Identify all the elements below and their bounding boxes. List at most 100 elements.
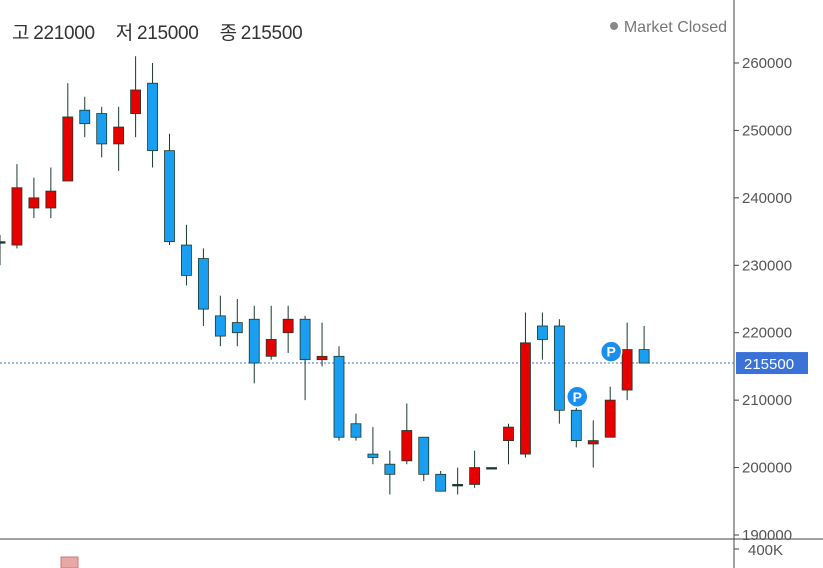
candle[interactable]	[537, 312, 548, 360]
candle-body	[164, 150, 175, 243]
candle[interactable]	[181, 224, 192, 286]
candle-body	[503, 426, 514, 442]
candle-body	[147, 82, 158, 152]
y-tick-label: 220000	[742, 325, 792, 342]
candle[interactable]	[604, 386, 616, 438]
candle-body	[418, 436, 430, 475]
candle[interactable]	[197, 248, 209, 326]
candle-body	[265, 339, 277, 357]
volume-bar	[60, 556, 79, 568]
candle[interactable]	[469, 450, 481, 488]
candle[interactable]	[553, 319, 565, 424]
candle-body	[350, 423, 362, 438]
current-price-label: 215500	[744, 356, 794, 373]
y-tick-label: 230000	[742, 257, 792, 274]
candle-body	[452, 484, 464, 487]
status-dot-icon	[609, 21, 618, 30]
candle[interactable]	[45, 167, 57, 219]
candle[interactable]	[147, 63, 158, 168]
candle[interactable]	[164, 133, 175, 246]
p-marker-label: P	[606, 344, 615, 360]
p-marker-label: P	[573, 389, 582, 405]
candle-body	[96, 113, 108, 145]
candle[interactable]	[435, 470, 447, 492]
candle-body	[62, 116, 74, 182]
candle[interactable]	[350, 413, 362, 441]
candle-body	[638, 349, 650, 364]
candle[interactable]	[333, 346, 345, 441]
candle[interactable]	[638, 325, 650, 364]
low-label: 저	[115, 23, 133, 44]
high-label: 고	[12, 23, 30, 44]
y-tick-label: 190000	[742, 527, 792, 544]
p-marker-icon[interactable]	[599, 340, 623, 363]
candle-body	[79, 109, 91, 125]
candle-body	[621, 349, 633, 391]
y-tick-label: 250000	[742, 122, 792, 139]
candle[interactable]	[418, 436, 430, 482]
candle[interactable]	[503, 423, 514, 465]
y-tick-label: 210000	[742, 392, 792, 409]
candle[interactable]	[299, 315, 311, 401]
candle[interactable]	[214, 295, 226, 347]
candle[interactable]	[79, 96, 91, 138]
candle[interactable]	[248, 305, 260, 384]
candle[interactable]	[520, 312, 531, 458]
candle[interactable]	[28, 177, 40, 219]
candle-body	[384, 463, 396, 475]
candle[interactable]	[62, 83, 74, 182]
candle-body	[28, 197, 40, 209]
candle[interactable]	[621, 322, 633, 401]
close-value: 215500	[240, 23, 303, 44]
candle-body	[520, 342, 531, 455]
y-tick-label: 240000	[742, 190, 792, 207]
candle[interactable]	[0, 234, 6, 266]
candle[interactable]	[587, 420, 599, 468]
candle[interactable]	[401, 403, 413, 465]
market-status-text: Market Closed	[623, 19, 727, 36]
candle-body	[435, 473, 447, 492]
candle-body	[231, 322, 243, 334]
candle-body	[248, 318, 260, 364]
candle-body	[282, 318, 294, 334]
close-label: 종	[219, 23, 237, 44]
volume-axis-label: 400K	[748, 542, 783, 559]
candle[interactable]	[231, 299, 243, 347]
current-price-badge	[736, 352, 808, 375]
high-value: 221000	[33, 23, 95, 44]
candle-body	[316, 355, 328, 361]
y-tick-label: 260000	[742, 55, 792, 72]
candle[interactable]	[367, 427, 379, 465]
market-status: Market Closed	[609, 19, 727, 37]
ohlc-header: 고 221000 저 215000 종 215500	[12, 18, 318, 45]
candle-body	[587, 440, 599, 445]
candle[interactable]	[282, 305, 294, 353]
candle-body	[486, 467, 497, 470]
candle-body	[130, 89, 142, 114]
candle-body	[299, 318, 311, 361]
candle-body	[11, 187, 23, 246]
candle[interactable]	[452, 467, 464, 495]
y-tick-label: 200000	[742, 460, 792, 477]
candle-body	[469, 467, 481, 485]
candle-body	[401, 430, 413, 462]
p-marker-icon[interactable]	[566, 385, 589, 409]
candle[interactable]	[96, 106, 108, 158]
candle-body	[333, 355, 345, 438]
candle[interactable]	[316, 322, 328, 367]
candle[interactable]	[130, 56, 142, 138]
candle[interactable]	[113, 106, 125, 171]
candle-body	[553, 325, 565, 411]
candle-body	[45, 190, 57, 209]
candle[interactable]	[11, 164, 23, 249]
candle-body	[214, 315, 226, 337]
candle[interactable]	[384, 450, 396, 495]
candle-body	[570, 409, 582, 441]
candle[interactable]	[486, 467, 497, 470]
candle-body	[0, 241, 6, 244]
low-value: 215000	[136, 23, 199, 44]
candle[interactable]	[265, 305, 277, 360]
candle-body	[604, 399, 616, 438]
